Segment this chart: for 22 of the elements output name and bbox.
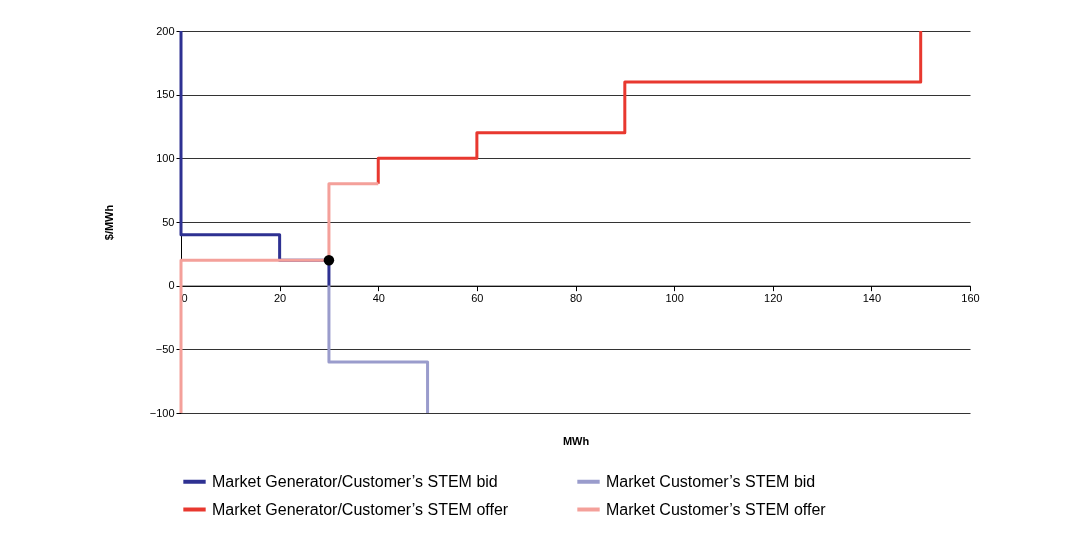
x-tick-label: 60 [471,292,484,305]
legend-label: Market Generator/Customer’s STEM bid [212,472,498,490]
x-axis-title: MWh [562,434,590,447]
x-tick-label: 120 [764,292,783,305]
y-tick-label: 100 [156,151,175,164]
y-tick-label: −100 [149,406,175,419]
x-tick-label: 40 [372,292,385,305]
y-tick-label: 200 [156,24,175,37]
x-tick-label: 0 [181,292,188,305]
x-tick-label: 160 [961,292,980,305]
y-tick-label: 0 [168,279,175,292]
y-axis-title: $/MWh [102,204,115,241]
y-tick-label: 50 [162,215,175,228]
y-tick-label: −50 [155,342,175,355]
x-tick-label: 20 [274,292,287,305]
x-tick-label: 100 [665,292,684,305]
y-tick-label: 150 [156,88,175,101]
legend-label: Market Customer’s STEM offer [606,500,827,518]
legend-label: Market Generator/Customer’s STEM offer [212,500,509,518]
x-tick-label: 80 [569,292,583,305]
legend-label: Market Customer’s STEM bid [606,472,816,490]
x-tick-label: 140 [862,292,882,305]
